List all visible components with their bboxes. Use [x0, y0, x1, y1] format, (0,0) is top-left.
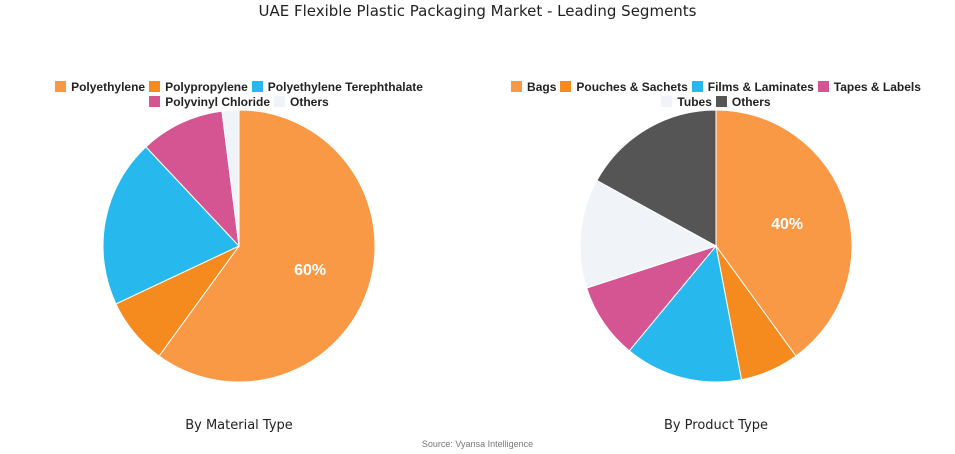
legend-swatch [251, 81, 263, 92]
data-label: 60% [294, 262, 326, 279]
legend-label: Bags [527, 80, 557, 94]
source-note: Source: Vyansa Intelligence [421, 439, 534, 449]
legend-swatch [560, 81, 572, 92]
pie-slice-polyethylene-terephthalate[interactable] [102, 146, 240, 305]
legend-item[interactable]: Bags [511, 80, 556, 95]
pie-slice-films-laminates[interactable] [628, 244, 743, 383]
subtitle-material: By Material Type [185, 418, 293, 433]
legend-item[interactable]: Polyethylene [55, 80, 145, 95]
legend-item[interactable]: Polyvinyl Chloride [149, 95, 270, 110]
data-label: 40% [771, 216, 803, 233]
pie-slice-tubes[interactable] [579, 179, 718, 289]
legend-label: Pouches & Sachets [576, 80, 688, 94]
legend-swatch [817, 81, 829, 92]
pie-slice-others[interactable] [221, 109, 240, 247]
legend-item[interactable]: Others [715, 95, 771, 110]
legend-material: Polyethylene Polypropylene Polyethylene Te… [29, 80, 449, 110]
legend-swatch [149, 81, 161, 92]
legend-item[interactable]: Films & Laminates [691, 80, 814, 95]
legend-item[interactable]: Polypropylene [149, 80, 248, 95]
legend-label: Others [290, 95, 329, 109]
legend-swatch [691, 81, 703, 92]
pie-slice-polyethylene[interactable] [158, 109, 376, 383]
legend-swatch [55, 81, 67, 92]
legend-label: Others [731, 95, 771, 109]
legend-item[interactable]: Tubes [661, 95, 712, 110]
legend-label: Polyethylene Terephthalate [267, 80, 423, 94]
legend-item[interactable]: Polyethylene Terephthalate [251, 80, 423, 95]
legend-swatch [715, 96, 727, 107]
legend-swatch [511, 81, 523, 92]
legend-label: Polyvinyl Chloride [165, 95, 270, 109]
legend-item[interactable]: Pouches & Sachets [560, 80, 688, 95]
chart-title: UAE Flexible Plastic Packaging Market - … [258, 2, 697, 20]
legend-item[interactable]: Others [274, 95, 329, 110]
legend-item[interactable]: Tapes & Labels [817, 80, 921, 95]
legend-swatch [149, 96, 161, 107]
pie-slice-polyvinyl-chloride[interactable] [145, 110, 240, 248]
legend-label: Tapes & Labels [833, 80, 921, 94]
legend-label: Polyethylene [71, 80, 146, 94]
legend-swatch [661, 96, 673, 107]
legend-label: Tubes [677, 95, 712, 109]
pie-slice-others[interactable] [596, 109, 717, 247]
legend-label: Films & Laminates [707, 80, 814, 94]
legend-swatch [274, 96, 285, 107]
pie-slice-bags[interactable] [715, 109, 853, 357]
legend-label: Polypropylene [165, 80, 248, 94]
legend-product: Bags Pouches & Sachets Films & Laminates Ta… [506, 80, 926, 110]
subtitle-product: By Product Type [663, 418, 769, 433]
